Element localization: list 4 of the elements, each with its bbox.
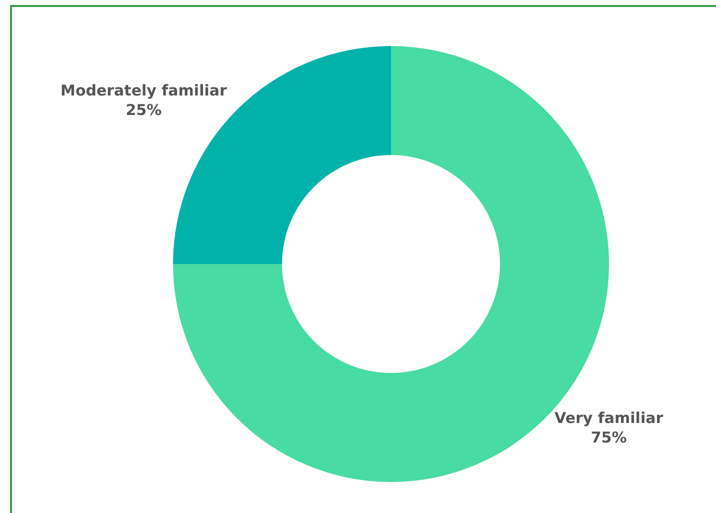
data-label: 75% bbox=[590, 428, 627, 446]
slice-label: Moderately familiar bbox=[60, 82, 228, 100]
data-label: 25% bbox=[126, 101, 162, 120]
slice-label: Very familiar bbox=[554, 408, 664, 427]
